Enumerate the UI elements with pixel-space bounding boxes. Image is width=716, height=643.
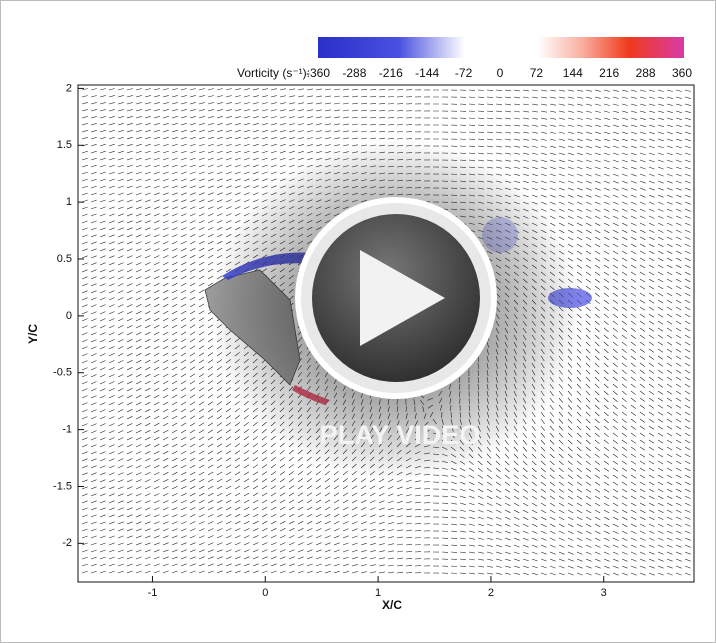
plot-frame bbox=[77, 84, 695, 583]
y-tick-label: -1.5 bbox=[53, 480, 72, 492]
y-tick-label: 0.5 bbox=[57, 253, 72, 265]
colorbar-tick-label: -72 bbox=[455, 66, 473, 80]
y-tick-label: 0 bbox=[66, 310, 72, 322]
colorbar-gap bbox=[465, 37, 535, 58]
y-tick-label: -2 bbox=[62, 537, 72, 549]
x-tick-label: 0 bbox=[262, 587, 268, 599]
y-tick-label: 1.5 bbox=[57, 139, 72, 151]
play-button[interactable] bbox=[295, 197, 497, 399]
y-tick-label: 2 bbox=[66, 82, 72, 94]
y-tick-label: 1 bbox=[66, 196, 72, 208]
y-tick-label: -1 bbox=[62, 424, 72, 436]
y-axis-label: Y/C bbox=[26, 324, 40, 344]
colorbar-tick-label: 144 bbox=[563, 66, 583, 80]
colorbar-tick-label: -216 bbox=[379, 66, 403, 80]
x-tick-label: 3 bbox=[601, 587, 607, 599]
y-tick-label: -0.5 bbox=[53, 367, 72, 379]
colorbar-tick-label: 360 bbox=[672, 66, 692, 80]
play-icon bbox=[360, 250, 445, 346]
colorbar-tick-label: 0 bbox=[497, 66, 504, 80]
colorbar-tick-label: -144 bbox=[415, 66, 439, 80]
play-text[interactable]: PLAY VIDEO bbox=[320, 420, 481, 450]
colorbar-tick-label: 216 bbox=[599, 66, 619, 80]
x-tick-label: 2 bbox=[488, 587, 494, 599]
colorbar-tick-label: -360 bbox=[306, 66, 330, 80]
x-tick-label: -1 bbox=[148, 587, 158, 599]
axes: -1 0 1 2 3 2 1.5 1 0.5 0 -0.5 -1 -1.5 -2 bbox=[53, 82, 607, 599]
colorbar-label: Vorticity (s⁻¹): bbox=[237, 66, 310, 80]
x-tick-label: 1 bbox=[375, 587, 381, 599]
colorbar-tick-label: 288 bbox=[636, 66, 656, 80]
x-axis-label: X/C bbox=[382, 598, 402, 612]
colorbar-tick-label: 72 bbox=[530, 66, 544, 80]
colorbar-tick-label: -288 bbox=[342, 66, 366, 80]
